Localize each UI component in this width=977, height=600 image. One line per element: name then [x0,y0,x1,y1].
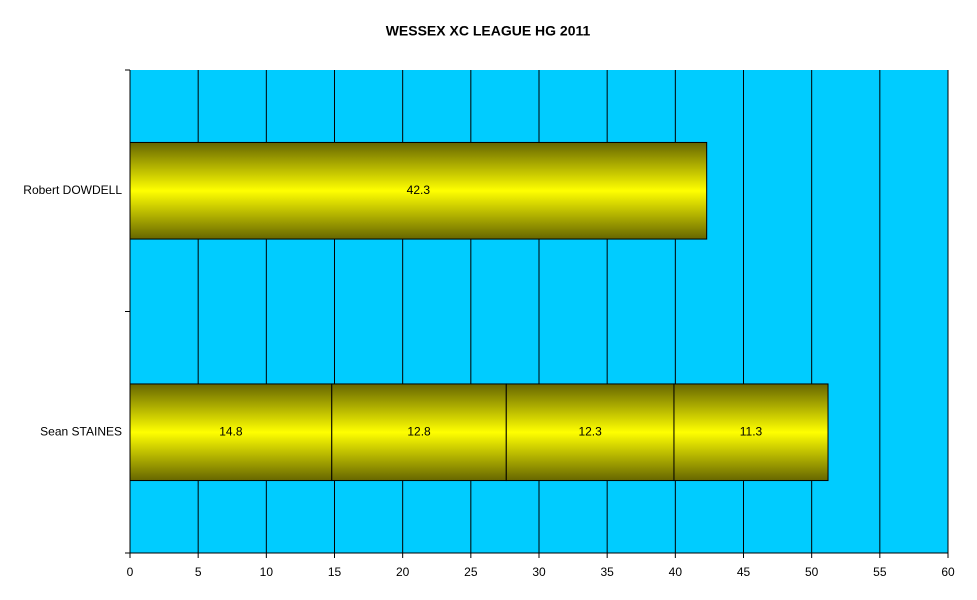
x-tick-label: 30 [532,565,546,579]
bar-segment [129,383,333,482]
data-label: 12.8 [407,424,431,438]
y-tick-label: Robert DOWDELL [23,183,122,197]
x-tick-label: 0 [127,565,134,579]
bar-segment [129,141,708,240]
x-tick-label: 40 [669,565,683,579]
x-tick-label: 50 [805,565,819,579]
bar-segment [673,383,829,482]
data-label: 11.3 [740,424,763,438]
data-label: 14.8 [219,424,243,438]
x-tick-label: 15 [328,565,342,579]
y-tick-label: Sean STAINES [40,424,122,438]
data-label: 12.3 [578,424,602,438]
data-label: 42.3 [407,183,431,197]
x-tick-label: 10 [260,565,274,579]
bar-segment [331,383,507,482]
x-tick-label: 35 [600,565,614,579]
x-tick-label: 5 [195,565,202,579]
x-tick-label: 20 [396,565,410,579]
x-tick-label: 60 [941,565,955,579]
chart-title: WESSEX XC LEAGUE HG 2011 [386,23,591,39]
x-tick-label: 45 [737,565,751,579]
x-tick-label: 55 [873,565,887,579]
x-tick-label: 25 [464,565,478,579]
